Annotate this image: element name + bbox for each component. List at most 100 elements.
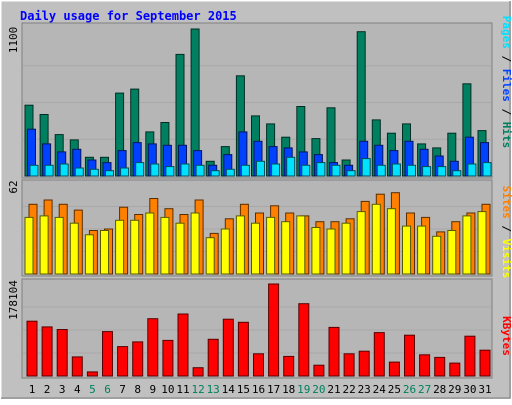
bar-kbytes-day-10 [162,339,174,377]
x-label-day-28: 28 [433,383,446,396]
bar-kbytes-day-8 [132,341,144,377]
bar-kbytes-day-23 [358,350,370,377]
bar-sites-day-29 [447,230,457,275]
bar-sites-day-28 [432,235,442,275]
bar-pages-day-31 [482,162,492,177]
bar-pages-day-22 [346,170,356,177]
legend-separator-3: / [500,219,512,239]
x-label-day-7: 7 [119,383,126,396]
x-label-day-30: 30 [463,383,476,396]
x-label-day-10: 10 [161,383,174,396]
hits-panel-legend: Pages / Files / Hits [500,16,512,149]
bar-pages-day-11 [180,163,190,177]
bar-sites-day-12 [190,212,200,275]
bar-sites-day-1 [24,216,34,275]
bar-pages-day-17 [271,163,281,177]
legend-pages: Pages [500,16,512,49]
bar-sites-day-16 [251,222,260,275]
bar-kbytes-day-1 [26,320,38,377]
bar-pages-day-25 [391,163,401,177]
bar-pages-day-5 [89,168,99,177]
legend-sites: Sites [500,186,512,219]
bar-sites-day-30 [462,215,472,275]
bar-sites-day-13 [205,237,215,275]
x-label-day-21: 21 [327,383,340,396]
bar-sites-day-31 [477,211,487,275]
bar-pages-day-1 [29,164,39,177]
bar-pages-day-20 [316,162,326,177]
bar-kbytes-day-17 [268,283,280,377]
bar-pages-day-19 [301,164,311,177]
bar-kbytes-day-12 [192,367,204,377]
bar-sites-day-7 [115,219,125,275]
legend-separator-1: / [500,49,512,69]
bar-sites-day-2 [39,215,49,275]
bar-pages-day-28 [437,166,447,177]
x-label-day-9: 9 [149,383,156,396]
bar-sites-day-25 [386,208,396,275]
bar-sites-day-26 [402,225,411,275]
legend-files: Files [500,69,512,102]
bar-sites-day-11 [175,222,185,275]
bar-sites-day-23 [356,211,366,275]
visits-y-tick-label: 62 [7,180,20,193]
bar-kbytes-day-11 [177,313,189,377]
visits-panel-legend: Sites / Visits [500,186,512,279]
bar-sites-day-24 [371,203,381,275]
bar-kbytes-day-9 [147,318,159,377]
bar-sites-day-18 [281,221,291,275]
bar-kbytes-day-16 [253,353,264,377]
bar-sites-day-17 [266,216,276,275]
bar-kbytes-day-3 [56,329,68,377]
bars-layer [24,28,492,377]
bar-pages-day-23 [361,158,371,177]
chart-title: Daily usage for September 2015 [20,9,237,23]
legend-hits: Hits [500,122,512,149]
legend-kbytes: KBytes [500,316,512,356]
bar-sites-day-21 [326,228,336,275]
hits-y-tick-label: 1100 [7,27,20,54]
x-label-day-14: 14 [222,383,236,396]
bar-pages-day-29 [452,170,462,177]
bar-sites-day-3 [54,216,64,275]
bar-pages-day-18 [286,156,296,177]
bar-kbytes-day-24 [373,332,385,377]
legend-separator-2: / [500,102,512,122]
bar-pages-day-6 [105,170,114,177]
x-label-day-5: 5 [89,383,96,396]
bar-kbytes-day-30 [464,335,476,377]
x-label-day-26: 26 [403,383,416,396]
bar-sites-day-6 [100,230,109,275]
bar-kbytes-day-27 [419,354,431,377]
bar-kbytes-day-20 [313,364,325,377]
bar-pages-day-4 [74,167,84,177]
bar-kbytes-day-5 [86,371,98,377]
bar-kbytes-day-13 [207,338,219,377]
x-label-day-8: 8 [134,383,141,396]
bar-pages-day-2 [44,164,54,177]
x-label-day-20: 20 [312,383,325,396]
bar-pages-day-3 [59,163,69,177]
bar-sites-day-4 [69,222,79,275]
bar-kbytes-day-4 [71,356,83,377]
x-label-day-3: 3 [59,383,66,396]
kbytes-y-tick-label: 178104 [7,280,20,320]
bar-kbytes-day-25 [388,361,400,377]
x-label-day-22: 22 [342,383,355,396]
x-label-day-31: 31 [478,383,491,396]
x-label-day-17: 17 [267,383,280,396]
bar-kbytes-day-2 [41,326,53,377]
bar-pages-day-24 [376,164,386,177]
bar-kbytes-day-18 [283,355,295,377]
bar-pages-day-21 [331,164,341,177]
bar-pages-day-16 [256,160,265,177]
bar-kbytes-day-29 [449,362,461,377]
bar-pages-day-9 [150,163,160,177]
bar-kbytes-day-14 [222,318,234,377]
x-label-day-24: 24 [373,383,387,396]
bar-pages-day-8 [135,162,145,177]
x-label-day-19: 19 [297,383,310,396]
bar-sites-day-20 [311,227,321,275]
